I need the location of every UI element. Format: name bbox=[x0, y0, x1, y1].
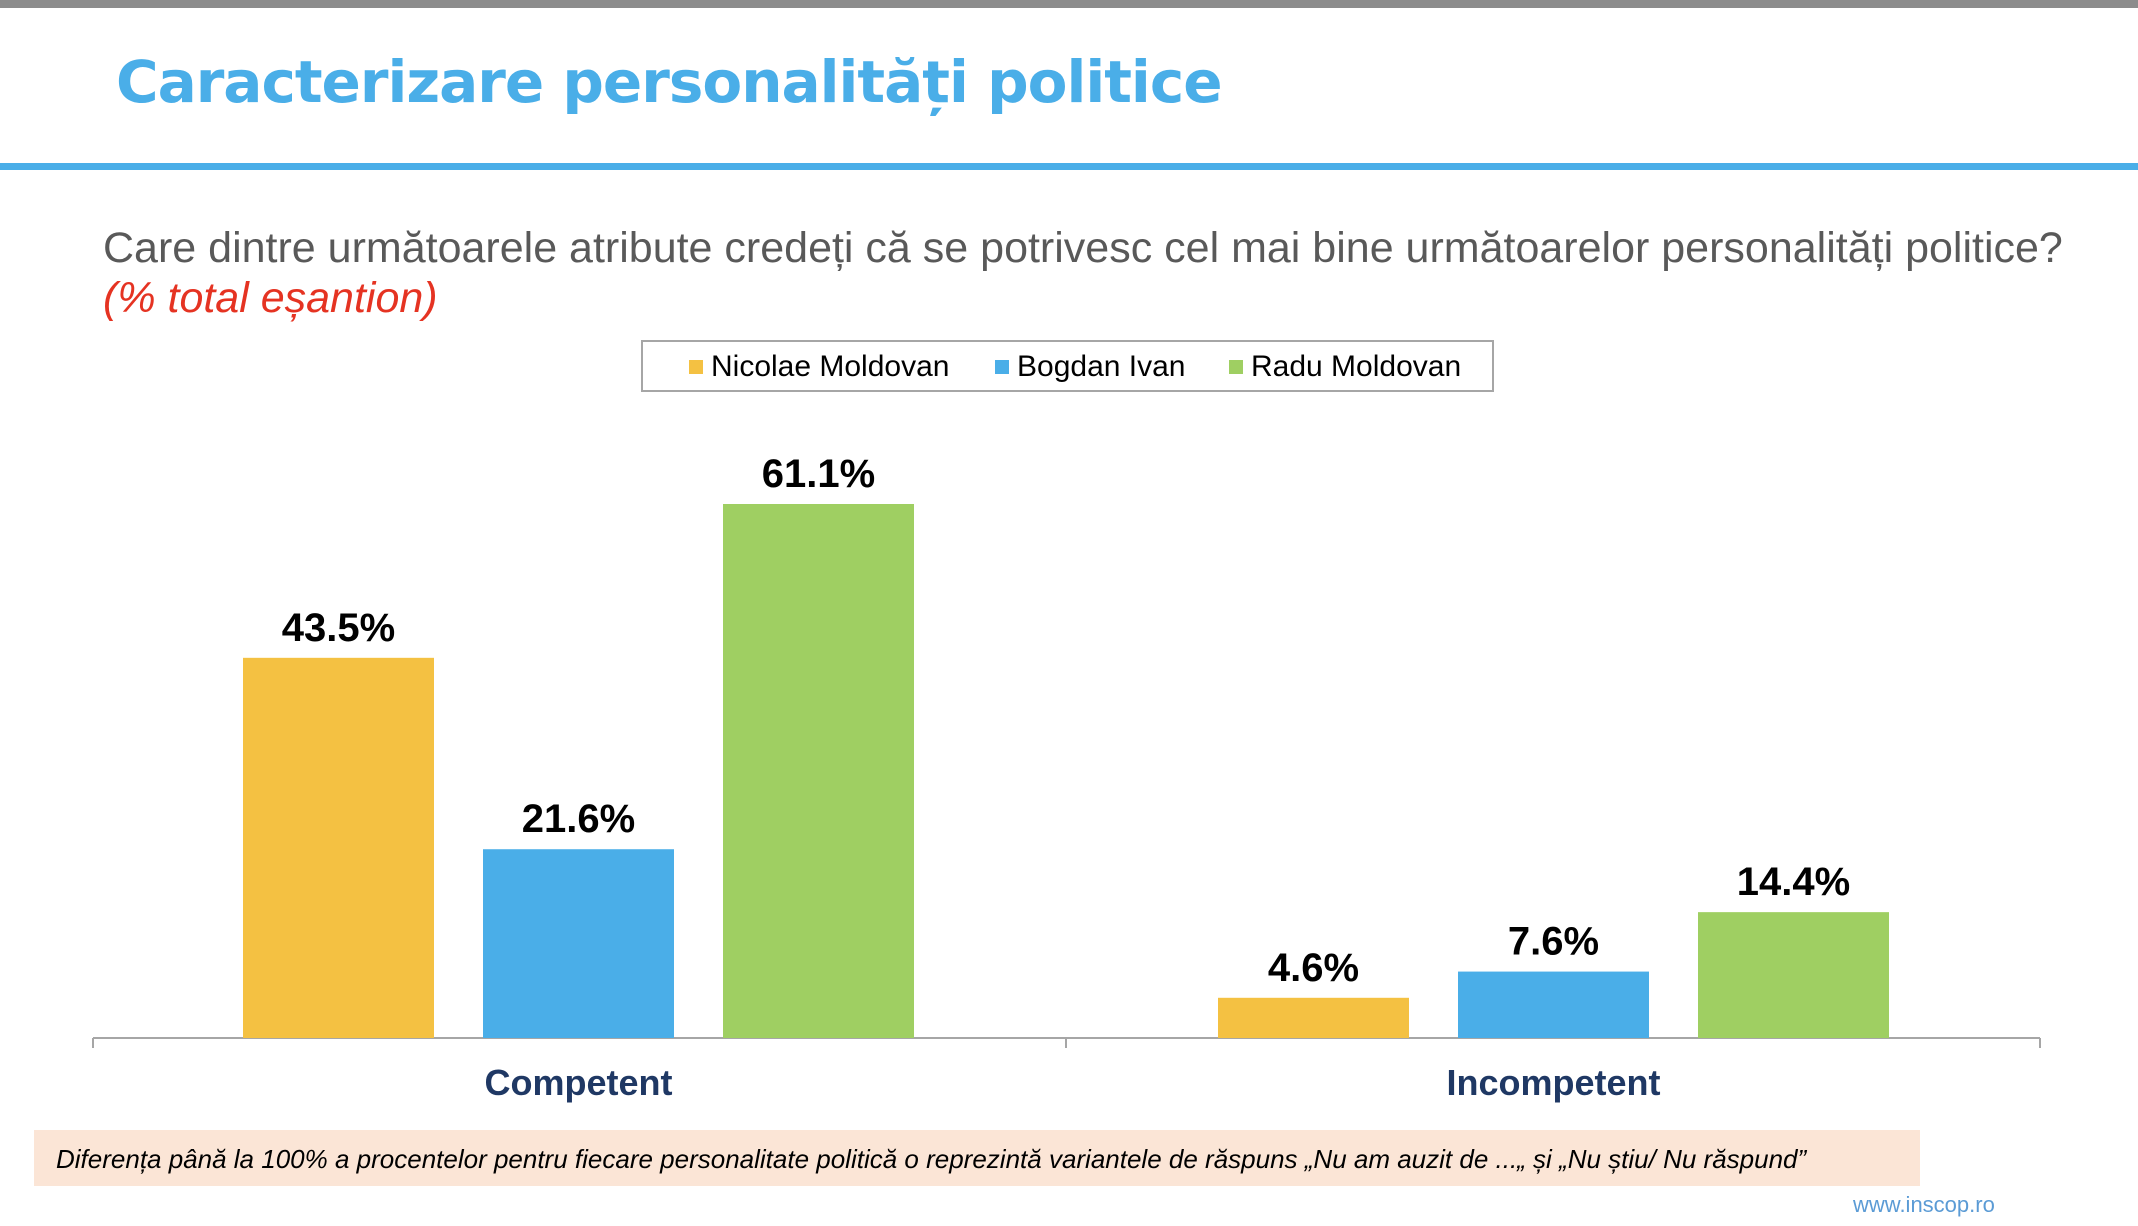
category-label: Incompetent bbox=[1446, 1062, 1660, 1103]
legend-item-radu-moldovan: Radu Moldovan bbox=[1229, 350, 1461, 384]
data-label: 14.4% bbox=[1737, 860, 1850, 904]
data-label: 7.6% bbox=[1508, 920, 1599, 964]
legend-swatch bbox=[1229, 360, 1243, 374]
bar bbox=[243, 657, 434, 1038]
bar bbox=[1218, 997, 1409, 1038]
top-rule bbox=[0, 0, 2138, 8]
data-label: 43.5% bbox=[282, 606, 395, 650]
data-label: 21.6% bbox=[522, 797, 635, 841]
data-label: 61.1% bbox=[762, 452, 875, 496]
legend-item-nicolae-moldovan: Nicolae Moldovan bbox=[689, 350, 949, 384]
site-url: www.inscop.ro bbox=[1853, 1192, 1995, 1217]
chart-legend: Nicolae Moldovan Bogdan Ivan Radu Moldov… bbox=[641, 340, 1494, 392]
footnote-box: Diferența până la 100% a procentelor pen… bbox=[34, 1130, 1920, 1186]
question-text: Care dintre următoarele atribute credeți… bbox=[103, 224, 2063, 272]
page-title: Caracterizare personalități politice bbox=[116, 48, 1223, 116]
legend-item-bogdan-ivan: Bogdan Ivan bbox=[995, 350, 1185, 384]
footnote-text: Diferența până la 100% a procentelor pen… bbox=[56, 1144, 1807, 1174]
bar bbox=[1698, 912, 1889, 1038]
data-label: 4.6% bbox=[1268, 946, 1359, 990]
legend-label: Radu Moldovan bbox=[1251, 350, 1462, 383]
legend-label: Bogdan Ivan bbox=[1017, 350, 1186, 383]
legend-label: Nicolae Moldovan bbox=[711, 350, 950, 383]
category-label: Competent bbox=[485, 1062, 673, 1103]
bar bbox=[723, 504, 914, 1038]
title-underline bbox=[0, 163, 2138, 170]
question-note: (% total eșantion) bbox=[103, 274, 438, 322]
legend-swatch bbox=[995, 360, 1009, 374]
bar bbox=[483, 849, 674, 1038]
bar bbox=[1458, 971, 1649, 1038]
legend-swatch bbox=[689, 360, 703, 374]
